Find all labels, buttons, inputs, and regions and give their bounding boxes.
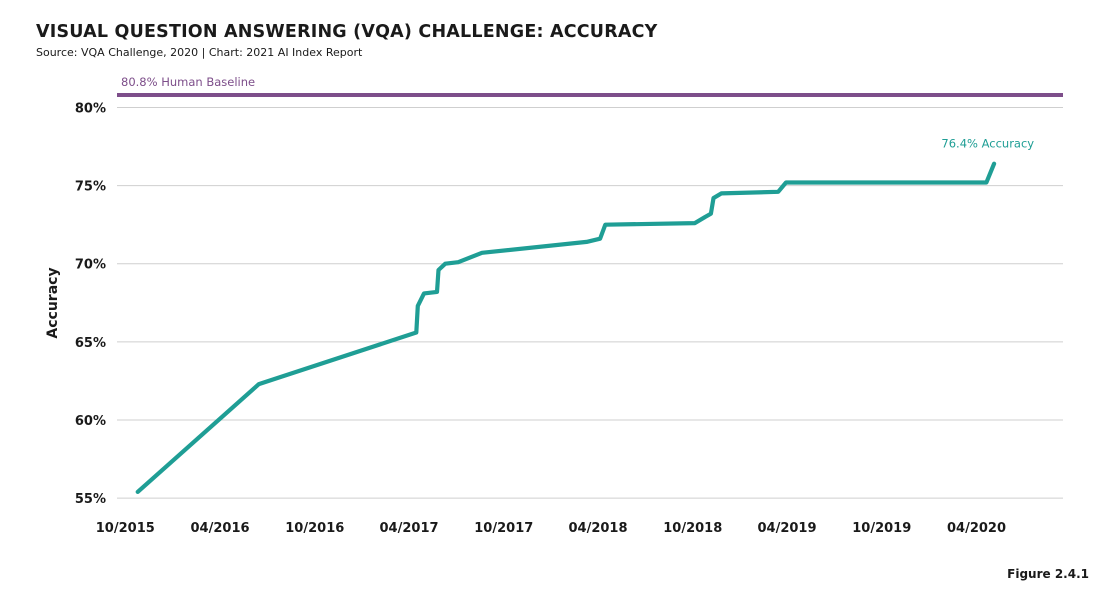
x-tick-label: 10/2018 bbox=[663, 521, 722, 536]
y-tick-label: 65% bbox=[75, 336, 106, 351]
x-tick-label: 10/2015 bbox=[96, 521, 155, 536]
y-axis-ticks: 55% 60% 65% 70% 75% 80% bbox=[75, 101, 106, 507]
x-tick-label: 04/2020 bbox=[947, 521, 1006, 536]
y-tick-label: 75% bbox=[75, 180, 106, 195]
series-line bbox=[135, 161, 997, 494]
y-tick-label: 70% bbox=[75, 258, 106, 273]
chart-subtitle: Source: VQA Challenge, 2020 | Chart: 202… bbox=[36, 46, 363, 59]
human-baseline-label: 80.8% Human Baseline bbox=[121, 75, 255, 89]
figure-label: Figure 2.4.1 bbox=[1007, 567, 1089, 581]
x-tick-label: 10/2017 bbox=[474, 521, 533, 536]
x-tick-label: 10/2016 bbox=[285, 521, 344, 536]
grid-lines bbox=[117, 106, 1063, 499]
x-tick-label: 04/2016 bbox=[191, 521, 250, 536]
x-axis-ticks: 10/2015 04/2016 10/2016 04/2017 10/2017 04/20… bbox=[96, 521, 1006, 536]
human-baseline: 80.8% Human Baseline bbox=[117, 75, 1063, 97]
y-tick-label: 60% bbox=[75, 414, 106, 429]
x-tick-label: 10/2019 bbox=[852, 521, 911, 536]
x-tick-label: 04/2018 bbox=[569, 521, 628, 536]
end-accuracy-label: 76.4% Accuracy bbox=[941, 137, 1034, 151]
accuracy-series bbox=[135, 161, 997, 494]
chart-title: VISUAL QUESTION ANSWERING (VQA) CHALLENG… bbox=[36, 22, 658, 42]
y-tick-label: 55% bbox=[75, 492, 106, 507]
x-tick-label: 04/2019 bbox=[758, 521, 817, 536]
y-axis-title: Accuracy bbox=[45, 267, 61, 338]
y-tick-label: 80% bbox=[75, 101, 106, 116]
x-tick-label: 04/2017 bbox=[380, 521, 439, 536]
